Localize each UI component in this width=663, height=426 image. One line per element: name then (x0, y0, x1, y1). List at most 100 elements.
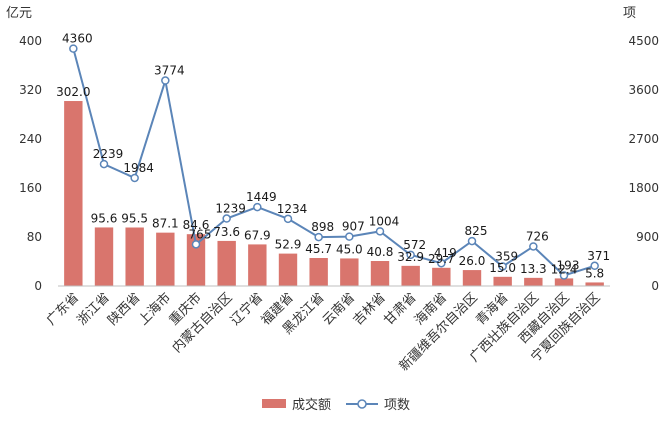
line-point (283, 214, 293, 224)
line-point (406, 250, 415, 260)
line-point (345, 232, 354, 241)
line-point (467, 236, 477, 246)
bar (401, 265, 420, 286)
category-label: 陕西省 (105, 290, 143, 328)
line-data-label: 419 (434, 246, 457, 260)
line-point (253, 202, 262, 212)
bar-data-label: 32.9 (397, 250, 424, 264)
bar (64, 101, 83, 287)
left-axis-tick-label: 160 (19, 181, 42, 195)
line-point (191, 240, 201, 249)
line-point (529, 242, 538, 251)
bar (585, 282, 604, 286)
bar (340, 258, 359, 286)
right-axis-tick-label: 2700 (628, 132, 659, 146)
bar-data-label: 95.6 (91, 211, 118, 225)
line-data-label: 1234 (277, 202, 308, 216)
bar (524, 277, 543, 286)
left-axis-tick-label: 240 (19, 132, 42, 146)
line-data-label: 2239 (93, 147, 124, 161)
line-point (99, 159, 109, 169)
category-label: 甘肃省 (381, 290, 419, 328)
line-data-label: 359 (495, 249, 518, 263)
bar-data-label: 52.9 (275, 238, 302, 252)
category-label: 浙江省 (75, 290, 113, 328)
bar (554, 278, 574, 286)
line-point (437, 258, 446, 268)
right-axis-tick-label: 1800 (628, 181, 659, 195)
bar (432, 267, 451, 286)
category-label: 云南省 (319, 290, 358, 329)
left-axis-tick-label: 400 (19, 34, 42, 48)
line-data-label: 572 (403, 238, 426, 252)
line-series (69, 44, 599, 280)
line-data-label: 765 (189, 227, 212, 241)
line-data-label: 3774 (154, 64, 185, 78)
line-data-label: 898 (311, 220, 334, 234)
line-point (161, 76, 170, 85)
bar-data-label: 26.0 (459, 254, 486, 268)
line-data-label: 1004 (369, 214, 400, 228)
right-axis-ticks: 0 900 1800 2700 3600 4500 (628, 34, 659, 293)
bar (493, 276, 512, 286)
right-axis-tick-label: 3600 (628, 83, 659, 97)
category-labels: 广东省浙江省陕西省上海市重庆市内蒙古自治区辽宁省福建省黑龙江省云南省吉林省甘肃省… (44, 290, 604, 375)
bar-data-label: 84.6 (183, 218, 210, 232)
bar-data-label: 95.5 (121, 212, 148, 226)
bar-data-label: 45.0 (336, 242, 363, 256)
line-point (375, 227, 385, 236)
line-data-label: 907 (342, 220, 365, 234)
line-point (559, 271, 569, 280)
left-axis-tick-label: 80 (27, 230, 42, 244)
right-axis-tick-label: 4500 (628, 34, 659, 48)
line-point (222, 214, 231, 223)
category-label: 广东省 (44, 290, 82, 328)
line-data-label: 1984 (123, 161, 154, 175)
category-label: 上海市 (135, 290, 174, 329)
series-line (72, 48, 595, 277)
line-point (69, 44, 78, 53)
left-axis-ticks: 0 80 160 240 320 400 (19, 34, 42, 293)
line-data-label: 726 (526, 229, 549, 243)
legend-bar-label: 成交额 (292, 397, 331, 413)
right-axis-unit: 项 (623, 6, 636, 21)
bar-data-label: 302.0 (56, 85, 90, 99)
left-axis-unit: 亿元 (6, 6, 32, 21)
bar-data-labels: 302.0 95.6 95.5 87.1 84.6 73.6 67.9 52.9 45.7 45.… (56, 85, 604, 280)
legend: 成交额 项数 (262, 397, 410, 413)
bar (125, 227, 144, 286)
line-data-label: 1239 (215, 202, 246, 216)
bar-data-label: 12.4 (551, 262, 578, 276)
bar (156, 232, 175, 286)
legend-line-label: 项数 (384, 398, 410, 413)
bar-series (64, 101, 604, 287)
bar-data-label: 73.6 (213, 225, 240, 239)
bar-data-label: 29.7 (428, 252, 455, 266)
line-data-label: 825 (465, 224, 488, 238)
bar-data-label: 13.3 (520, 262, 547, 276)
line-point (498, 262, 507, 271)
bar (309, 258, 328, 286)
bar (217, 240, 236, 286)
right-axis-tick-label: 0 (651, 279, 659, 293)
bar-data-label: 5.8 (585, 266, 604, 280)
line-data-label: 1449 (246, 190, 277, 204)
bar-data-label: 87.1 (152, 217, 179, 231)
bar-data-label: 15.0 (489, 261, 516, 275)
bar (186, 234, 206, 286)
line-point (590, 261, 599, 271)
right-axis-tick-label: 900 (636, 230, 659, 244)
bar (94, 227, 114, 286)
legend-bar-swatch (262, 399, 286, 408)
bar (370, 261, 390, 286)
category-label: 辽宁省 (227, 290, 266, 329)
left-axis-tick-label: 320 (19, 83, 42, 97)
legend-line-marker (357, 399, 367, 409)
bar-data-label: 67.9 (244, 228, 271, 242)
bar (462, 270, 482, 286)
bar-data-label: 45.7 (305, 242, 332, 256)
category-label: 吉林省 (351, 290, 389, 328)
